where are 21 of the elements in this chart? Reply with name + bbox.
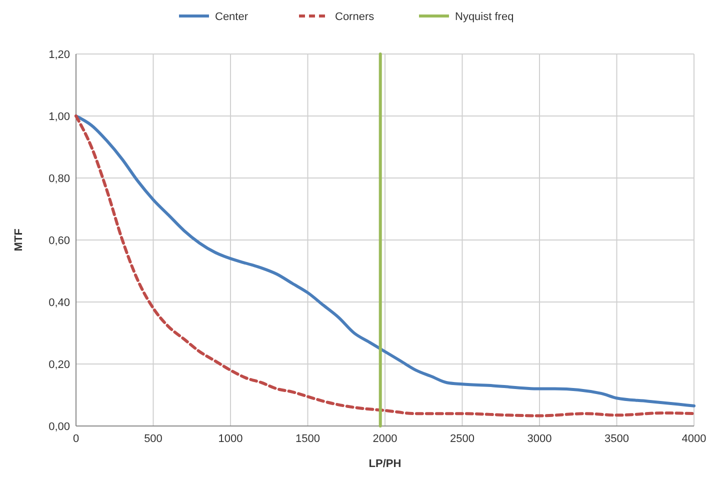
x-tick-label: 4000 — [682, 433, 706, 445]
y-tick-label: 0,60 — [48, 235, 70, 247]
x-tick-label: 3500 — [604, 433, 629, 445]
y-axis-title: MTF — [13, 228, 25, 252]
x-tick-label: 500 — [144, 433, 162, 445]
legend-label: Nyquist freq — [455, 11, 514, 23]
x-tick-label: 1000 — [218, 433, 243, 445]
y-tick-label: 0,00 — [48, 421, 70, 433]
y-tick-label: 0,20 — [48, 359, 70, 371]
y-tick-label: 0,80 — [48, 173, 70, 185]
x-tick-label: 3000 — [527, 433, 552, 445]
x-tick-label: 2000 — [372, 433, 398, 445]
y-tick-label: 1,00 — [48, 111, 70, 123]
x-axis-title: LP/PH — [368, 458, 402, 470]
legend-label: Corners — [335, 11, 375, 23]
x-tick-label: 0 — [72, 433, 80, 445]
x-tick-label: 1500 — [296, 433, 320, 445]
y-tick-label: 0,40 — [48, 297, 70, 309]
legend-label: Center — [215, 11, 248, 23]
y-tick-label: 1,20 — [48, 49, 70, 61]
x-tick-label: 2500 — [450, 433, 474, 445]
